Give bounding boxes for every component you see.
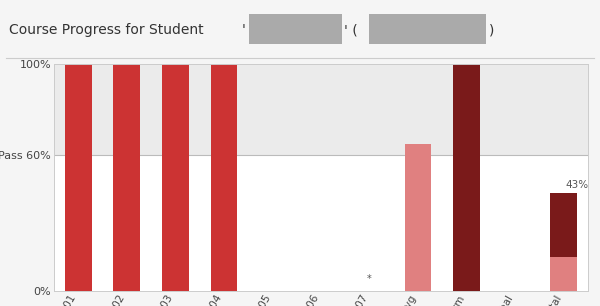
Bar	[65, 64, 92, 291]
Bar	[54, 64, 588, 155]
Text: *: *	[367, 274, 372, 284]
Bar	[113, 64, 140, 291]
Text: 43%: 43%	[566, 180, 589, 190]
Bar	[550, 257, 577, 291]
Bar	[162, 64, 189, 291]
Bar	[369, 14, 486, 44]
Text: ): )	[489, 23, 494, 37]
Bar	[249, 14, 342, 44]
Text: ': '	[242, 23, 245, 37]
Bar	[550, 193, 577, 257]
Bar	[405, 144, 431, 291]
Bar	[453, 64, 480, 291]
Text: ' (: ' (	[344, 23, 358, 37]
Bar	[211, 64, 237, 291]
Text: Course Progress for Student: Course Progress for Student	[9, 23, 208, 37]
